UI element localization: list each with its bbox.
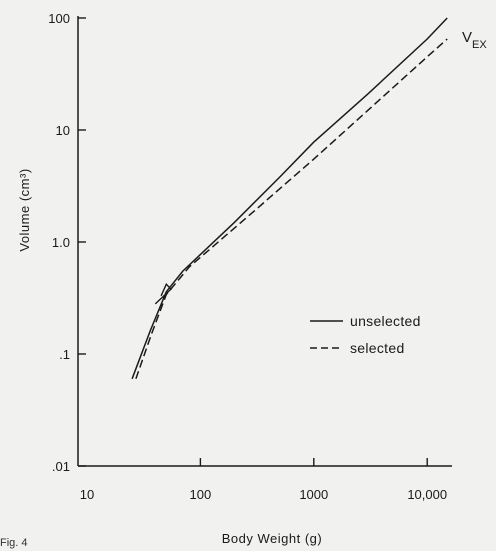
- legend-label-selected: selected: [350, 340, 405, 356]
- x-ticks-group: 10 100 1000 10,000: [80, 458, 447, 502]
- y-tick-label: 10: [56, 123, 70, 138]
- series-line-selected: [135, 38, 448, 380]
- legend-label-unselected: unselected: [350, 313, 421, 329]
- y-axis-title: Volume (cm³): [17, 168, 32, 251]
- series-group: [131, 17, 448, 380]
- annotation-sub: EX: [472, 39, 487, 51]
- legend: unselected selected: [310, 313, 421, 356]
- x-tick-label: 10: [80, 487, 94, 502]
- y-tick-label: 1.0: [52, 235, 70, 250]
- annotation-vex: VEX: [462, 29, 487, 51]
- y-tick-label: 100: [48, 11, 70, 26]
- y-tick-label: .01: [52, 459, 70, 474]
- x-tick-label: 1000: [299, 487, 328, 502]
- annotation-main: V: [462, 29, 472, 46]
- figure-label: Fig. 4: [0, 537, 28, 549]
- x-tick-label: 10,000: [407, 487, 447, 502]
- x-axis-title: Body Weight (g): [222, 531, 322, 546]
- y-tick-label: .1: [59, 347, 70, 362]
- y-ticks-group: .01 .1 1.0 10 100: [48, 11, 86, 474]
- series-hook: [154, 282, 172, 305]
- x-tick-label: 100: [190, 487, 212, 502]
- series-line-unselected: [131, 17, 448, 380]
